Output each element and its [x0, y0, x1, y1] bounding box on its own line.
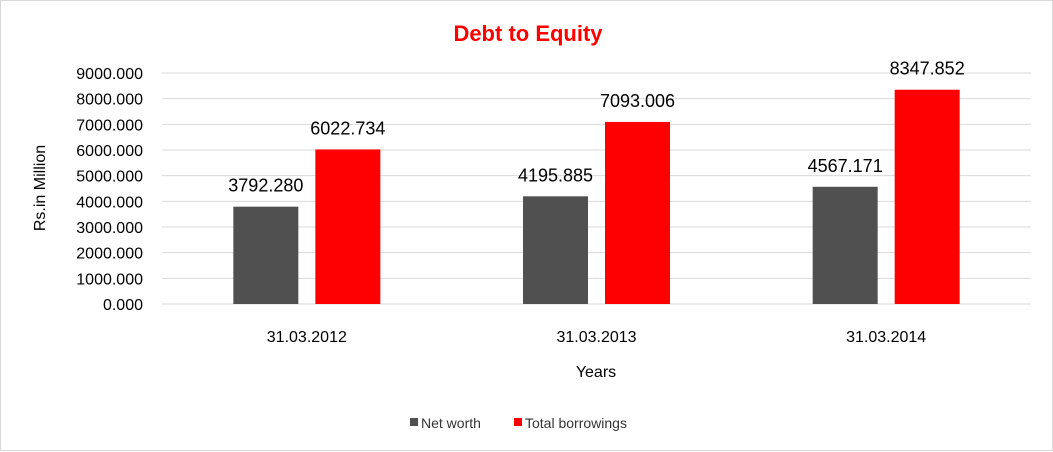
- legend: Net worth Total borrowings: [410, 415, 627, 431]
- data-label: 7093.006: [600, 91, 675, 111]
- x-tick-label: 31.03.2014: [846, 329, 926, 346]
- y-tick-label: 6000.000: [76, 143, 143, 160]
- chart-title: Debt to Equity: [453, 21, 603, 46]
- x-tick-label: 31.03.2013: [556, 329, 636, 346]
- data-label: 4567.171: [808, 156, 883, 176]
- data-label: 4195.885: [518, 165, 593, 185]
- legend-swatch: [514, 418, 522, 426]
- y-tick-label: 9000.000: [76, 66, 143, 83]
- y-axis-ticks: 0.000 1000.000 2000.000 3000.000 4000.000 500…: [76, 66, 143, 314]
- y-tick-label: 2000.000: [76, 246, 143, 263]
- bar-total-borrowings: [315, 149, 381, 304]
- data-label: 8347.852: [890, 59, 965, 79]
- x-axis-label: Years: [576, 364, 616, 381]
- legend-label: Total borrowings: [525, 415, 627, 431]
- gridlines: [162, 72, 1031, 305]
- y-tick-label: 8000.000: [76, 92, 143, 109]
- bar-net-worth: [523, 196, 588, 304]
- legend-swatch: [410, 418, 418, 426]
- x-tick-label: 31.03.2012: [267, 329, 347, 346]
- x-axis-ticks: 31.03.2012 31.03.2013 31.03.2014: [267, 329, 927, 346]
- y-axis-label: Rs.in Million: [32, 145, 49, 231]
- y-tick-label: 3000.000: [76, 220, 143, 237]
- y-tick-label: 4000.000: [76, 194, 143, 211]
- bar-total-borrowings: [894, 89, 960, 304]
- y-tick-label: 0.000: [103, 297, 143, 314]
- bar-total-borrowings: [605, 121, 670, 304]
- bar-net-worth: [812, 186, 878, 304]
- legend-label: Net worth: [421, 415, 481, 431]
- y-tick-label: 5000.000: [76, 169, 143, 186]
- y-tick-label: 1000.000: [76, 271, 143, 288]
- y-tick-label: 7000.000: [76, 117, 143, 134]
- bar-net-worth: [233, 206, 299, 304]
- data-label: 6022.734: [310, 118, 385, 138]
- data-label: 3792.280: [228, 176, 303, 196]
- bars: 3792.280 6022.734 4195.885 7093.006 4567.171…: [228, 59, 965, 304]
